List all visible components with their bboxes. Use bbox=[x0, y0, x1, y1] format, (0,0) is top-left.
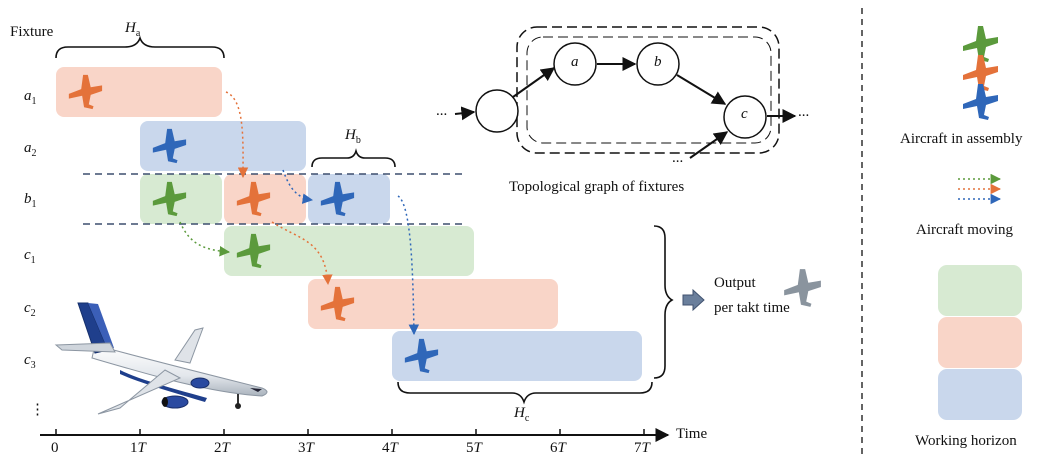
topo-edge-in-c bbox=[689, 131, 729, 159]
topo-dashed-box-inner bbox=[526, 36, 772, 144]
time-tick-7: 7T bbox=[634, 440, 650, 456]
horizon-bar-orange-0 bbox=[56, 67, 222, 117]
horizon-bar-orange-6 bbox=[308, 279, 558, 329]
move-arrow-orange-2 bbox=[271, 221, 333, 286]
topo-caption: Topological graph of fixtures bbox=[509, 179, 685, 195]
legend-label-working-horizon: Working horizon bbox=[915, 433, 1017, 449]
topo-ellipsis-left: ... bbox=[436, 103, 448, 119]
time-tick-3: 3T bbox=[298, 440, 314, 456]
horizon-label-hb: Hb bbox=[345, 127, 361, 146]
plane-icon-legend-blue bbox=[963, 84, 998, 120]
topo-ellipsis-bottom: ... bbox=[672, 150, 684, 166]
output-arrow bbox=[682, 288, 705, 312]
fixture-row-c3: c3 bbox=[24, 352, 36, 371]
time-tick-2: 2T bbox=[214, 440, 230, 456]
legend-label-aircraft-in-assembly: Aircraft in assembly bbox=[900, 131, 1023, 147]
time-tick-1: 1T bbox=[130, 440, 146, 456]
topo-edge-in bbox=[454, 106, 476, 121]
time-tick-5: 5T bbox=[466, 440, 482, 456]
output-label-line1: Output bbox=[714, 275, 756, 291]
topo-node-b bbox=[636, 42, 680, 86]
horizon-label-hc: Hc bbox=[514, 405, 530, 424]
move-arrow-blue-1 bbox=[282, 169, 314, 204]
time-axis-label: Time bbox=[676, 426, 708, 442]
fixture-row-a1: a1 bbox=[24, 88, 37, 107]
move-arrow-green-1 bbox=[179, 221, 231, 257]
output-label-line2: per takt time bbox=[714, 300, 790, 316]
topo-edge-to-a bbox=[512, 67, 556, 98]
topo-node-unlabeled bbox=[475, 89, 519, 133]
time-tick-6: 6T bbox=[550, 440, 566, 456]
move-arrow-blue-2 bbox=[397, 195, 420, 336]
topo-node-a bbox=[553, 42, 597, 86]
horizon-bar-blue-1 bbox=[140, 121, 306, 171]
time-axis-ticks bbox=[55, 429, 645, 435]
brace-output bbox=[653, 225, 674, 379]
brace-ha bbox=[55, 35, 225, 59]
brace-hc bbox=[397, 381, 653, 405]
topo-node-a-label: a bbox=[571, 54, 579, 70]
topo-ellipsis-right: ... bbox=[798, 104, 810, 120]
fixture-axis-label: Fixture bbox=[10, 24, 54, 40]
legend-swatch-blue bbox=[938, 369, 1022, 420]
fixture-row-c1: c1 bbox=[24, 247, 36, 266]
horizon-bar-blue-7 bbox=[392, 331, 642, 381]
topo-dashed-box bbox=[516, 26, 780, 154]
legend-label-aircraft-moving: Aircraft moving bbox=[916, 222, 1014, 238]
brace-hb bbox=[311, 148, 396, 168]
legend-swatch-green bbox=[938, 265, 1022, 316]
fixture-row-b1: b1 bbox=[24, 191, 37, 210]
fixture-row-more: ⋮ bbox=[30, 402, 45, 418]
airliner-illustration-icon bbox=[54, 302, 268, 415]
fixture-row-c2: c2 bbox=[24, 300, 36, 319]
time-tick-4: 4T bbox=[382, 440, 398, 456]
topo-node-b-label: b bbox=[654, 54, 662, 70]
topo-node-c-label: c bbox=[741, 106, 748, 122]
fixture-row-a2: a2 bbox=[24, 140, 37, 159]
topo-node-c bbox=[723, 95, 767, 139]
legend-swatch-orange bbox=[938, 317, 1022, 368]
time-tick-0: 0 bbox=[51, 440, 59, 456]
horizon-label-ha: Ha bbox=[125, 20, 141, 39]
move-arrow-orange-1 bbox=[225, 91, 249, 179]
topo-edge-b-c bbox=[676, 74, 727, 105]
